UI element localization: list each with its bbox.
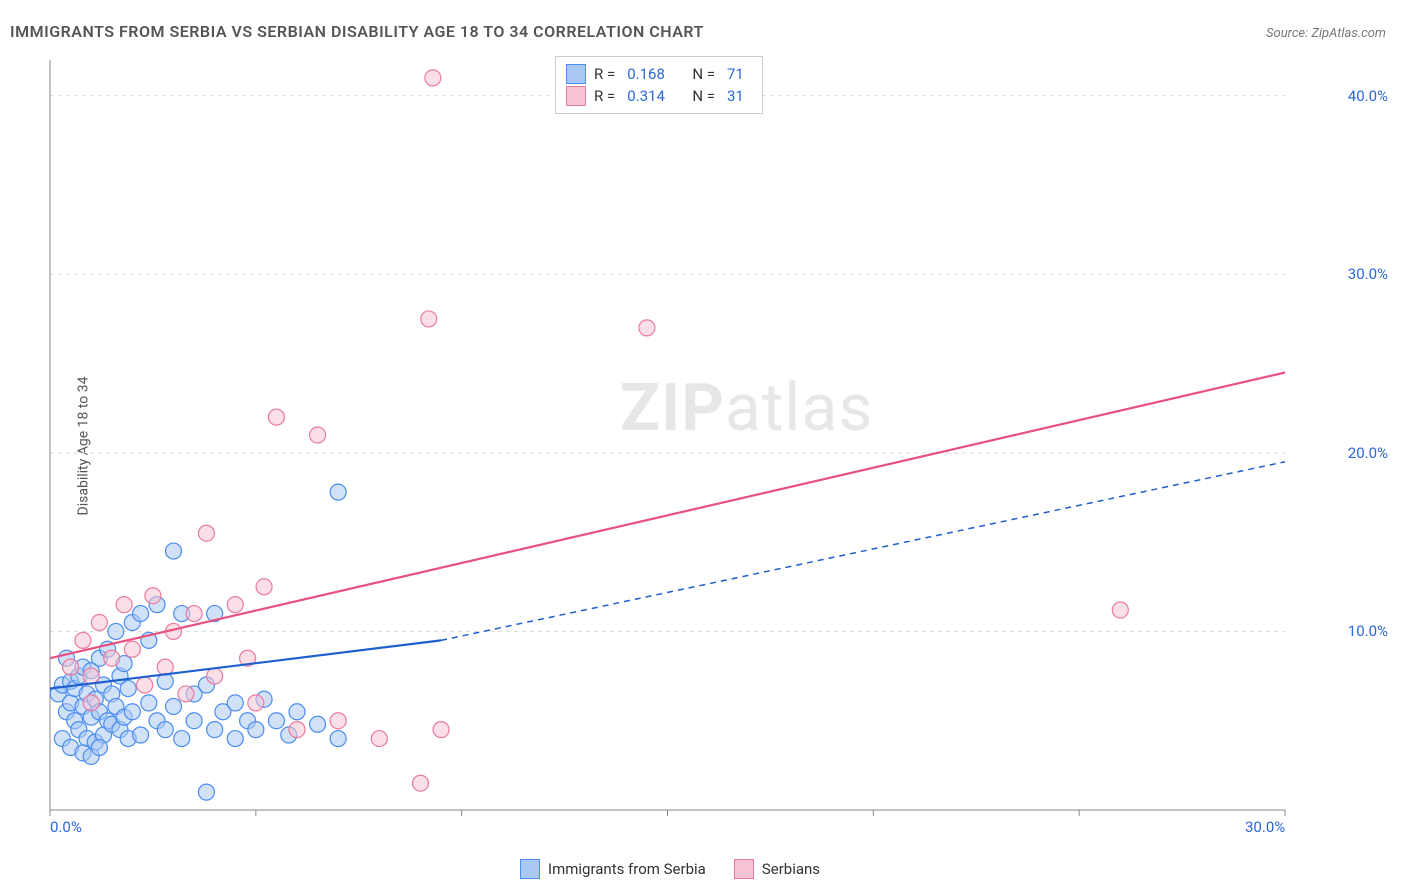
legend-swatch	[734, 859, 754, 879]
series-legend-item: Serbians	[734, 858, 820, 880]
legend-stat-row: R = 0.314 N = 31	[566, 85, 748, 107]
series-legend-label: Immigrants from Serbia	[548, 858, 706, 880]
legend-n-label: N =	[692, 85, 715, 107]
legend-n-label: N =	[692, 63, 715, 85]
y-tick-label: 30.0%	[1348, 265, 1388, 283]
y-tick-label: 10.0%	[1348, 622, 1388, 640]
legend-swatch	[566, 86, 586, 106]
series-legend-item: Immigrants from Serbia	[520, 858, 706, 880]
x-tick-label: 0.0%	[50, 818, 82, 836]
x-tick-label: 30.0%	[1245, 818, 1285, 836]
legend-n-value: 31	[727, 85, 744, 107]
legend-r-value: 0.314	[627, 85, 665, 107]
y-tick-label: 20.0%	[1348, 444, 1388, 462]
y-tick-label: 40.0%	[1348, 87, 1388, 105]
legend-r-value: 0.168	[627, 63, 665, 85]
legend-n-value: 71	[727, 63, 744, 85]
legend-swatch	[566, 64, 586, 84]
series-legend: Immigrants from Serbia Serbians	[520, 858, 820, 880]
stats-legend: R = 0.168 N = 71 R = 0.314 N = 31	[555, 56, 763, 114]
legend-swatch	[520, 859, 540, 879]
chart-title: IMMIGRANTS FROM SERBIA VS SERBIAN DISABI…	[10, 22, 704, 41]
scatter-chart	[45, 50, 1345, 840]
legend-r-label: R =	[594, 63, 615, 85]
legend-r-label: R =	[594, 85, 615, 107]
source-attribution: Source: ZipAtlas.com	[1266, 26, 1386, 41]
series-legend-label: Serbians	[762, 858, 820, 880]
legend-stat-row: R = 0.168 N = 71	[566, 63, 748, 85]
